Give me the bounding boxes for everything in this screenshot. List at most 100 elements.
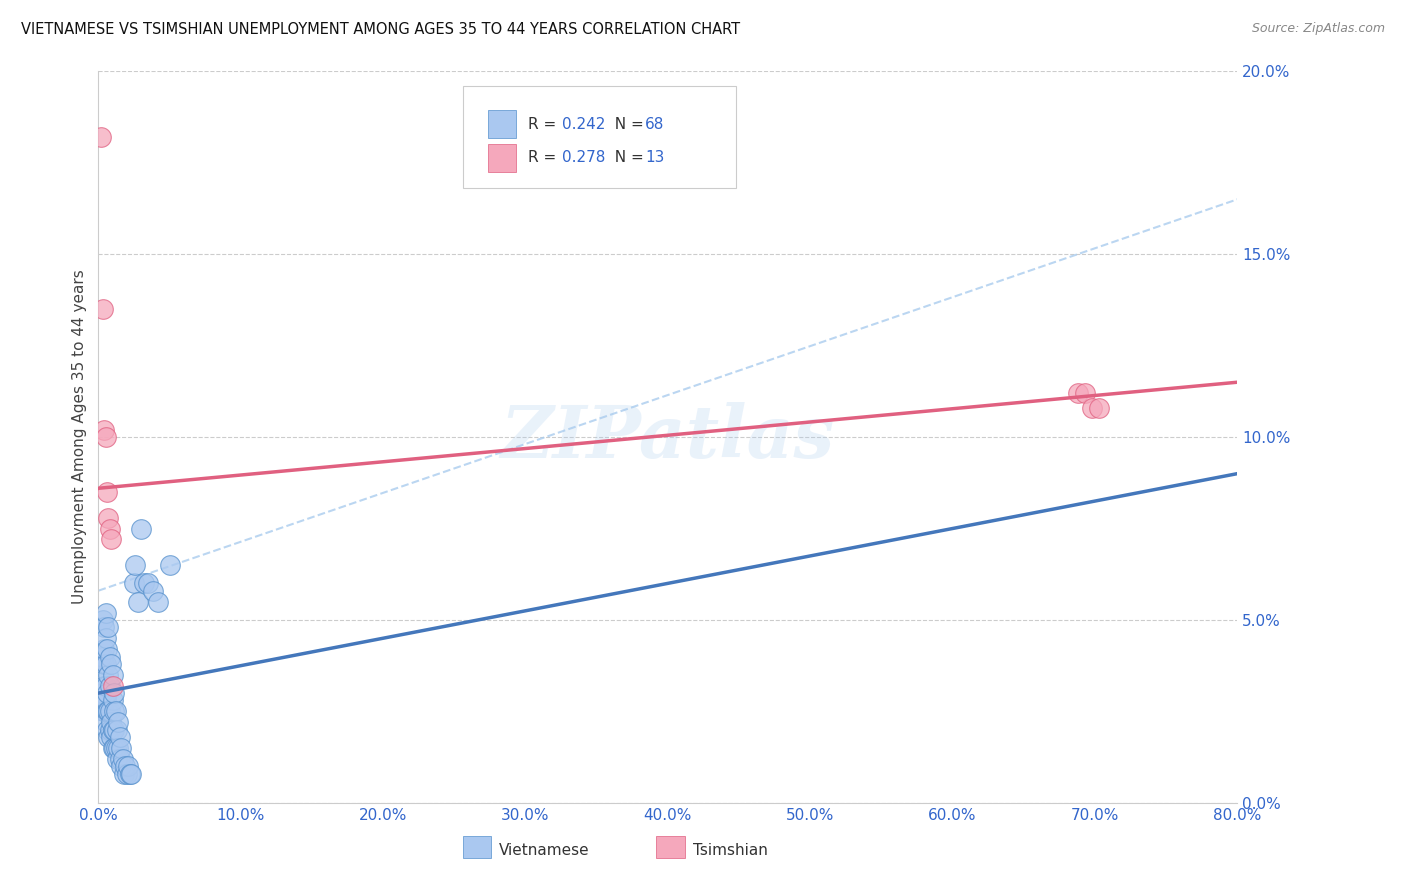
Point bbox=[1067, 386, 1090, 401]
Point bbox=[141, 583, 163, 598]
Bar bbox=[657, 836, 685, 858]
Point bbox=[94, 430, 117, 444]
FancyBboxPatch shape bbox=[463, 86, 737, 188]
Point bbox=[1081, 401, 1104, 415]
Point bbox=[96, 686, 118, 700]
Point bbox=[101, 693, 124, 707]
Point bbox=[96, 723, 118, 737]
Point bbox=[97, 620, 120, 634]
Point bbox=[91, 649, 114, 664]
Point bbox=[91, 705, 114, 719]
Point bbox=[93, 693, 115, 707]
Point bbox=[90, 649, 112, 664]
Point bbox=[94, 715, 117, 730]
Text: Tsimshian: Tsimshian bbox=[693, 843, 768, 858]
Point bbox=[101, 740, 124, 755]
Point bbox=[98, 723, 121, 737]
Point bbox=[103, 705, 125, 719]
Point bbox=[105, 752, 128, 766]
Y-axis label: Unemployment Among Ages 35 to 44 years: Unemployment Among Ages 35 to 44 years bbox=[72, 269, 87, 605]
Text: 13: 13 bbox=[645, 150, 665, 165]
Point bbox=[97, 510, 120, 524]
Point bbox=[93, 423, 115, 437]
Point bbox=[108, 730, 131, 744]
Bar bbox=[488, 144, 516, 171]
Point bbox=[98, 649, 121, 664]
Point bbox=[101, 667, 124, 681]
Point bbox=[90, 686, 112, 700]
Point bbox=[1088, 401, 1111, 415]
Text: 0.242: 0.242 bbox=[562, 117, 606, 131]
Point bbox=[96, 642, 118, 657]
Text: R =: R = bbox=[527, 150, 561, 165]
Point bbox=[107, 715, 129, 730]
Point bbox=[91, 613, 114, 627]
Point bbox=[97, 667, 120, 681]
Point bbox=[97, 730, 120, 744]
Point bbox=[115, 766, 138, 780]
Point bbox=[91, 686, 114, 700]
Point bbox=[98, 521, 121, 535]
Text: 0.278: 0.278 bbox=[562, 150, 606, 165]
Point bbox=[94, 632, 117, 646]
Text: Source: ZipAtlas.com: Source: ZipAtlas.com bbox=[1251, 22, 1385, 36]
Point bbox=[1074, 386, 1097, 401]
Point bbox=[90, 130, 112, 145]
Point bbox=[100, 730, 122, 744]
Point bbox=[91, 301, 114, 317]
Point bbox=[118, 766, 141, 780]
Point bbox=[98, 679, 121, 693]
Point bbox=[103, 723, 125, 737]
Point bbox=[96, 485, 118, 500]
Point bbox=[93, 679, 115, 693]
Point bbox=[120, 766, 142, 780]
Point bbox=[93, 620, 115, 634]
Point bbox=[94, 657, 117, 671]
Point bbox=[103, 686, 125, 700]
Point bbox=[110, 740, 132, 755]
Point bbox=[108, 752, 131, 766]
Point bbox=[94, 693, 117, 707]
Point bbox=[93, 705, 115, 719]
Point bbox=[101, 679, 124, 693]
Point bbox=[107, 740, 129, 755]
Point bbox=[148, 594, 170, 608]
Point bbox=[104, 740, 127, 755]
Point bbox=[96, 705, 118, 719]
Point bbox=[129, 521, 152, 535]
Text: ZIPatlas: ZIPatlas bbox=[501, 401, 835, 473]
Point bbox=[94, 606, 117, 620]
Text: VIETNAMESE VS TSIMSHIAN UNEMPLOYMENT AMONG AGES 35 TO 44 YEARS CORRELATION CHART: VIETNAMESE VS TSIMSHIAN UNEMPLOYMENT AMO… bbox=[21, 22, 740, 37]
Point bbox=[100, 657, 122, 671]
Point bbox=[117, 759, 139, 773]
Point bbox=[105, 723, 128, 737]
Point bbox=[112, 766, 135, 780]
Point bbox=[98, 705, 121, 719]
Point bbox=[136, 576, 159, 591]
Point bbox=[110, 759, 132, 773]
Point bbox=[101, 723, 124, 737]
Text: 68: 68 bbox=[645, 117, 665, 131]
Point bbox=[132, 576, 155, 591]
Point bbox=[91, 667, 114, 681]
Text: N =: N = bbox=[605, 150, 648, 165]
Point bbox=[94, 679, 117, 693]
Text: Vietnamese: Vietnamese bbox=[499, 843, 591, 858]
Point bbox=[104, 705, 127, 719]
Point bbox=[100, 715, 122, 730]
Point bbox=[100, 533, 122, 547]
Point bbox=[93, 642, 115, 657]
Point bbox=[124, 558, 146, 573]
Point bbox=[111, 752, 134, 766]
Point bbox=[93, 657, 115, 671]
Text: N =: N = bbox=[605, 117, 648, 131]
Text: R =: R = bbox=[527, 117, 561, 131]
Bar bbox=[488, 110, 516, 138]
Bar bbox=[463, 836, 491, 858]
Point bbox=[103, 740, 125, 755]
Point bbox=[159, 558, 181, 573]
Point bbox=[122, 576, 145, 591]
Point bbox=[127, 594, 149, 608]
Point bbox=[114, 759, 136, 773]
Point bbox=[97, 705, 120, 719]
